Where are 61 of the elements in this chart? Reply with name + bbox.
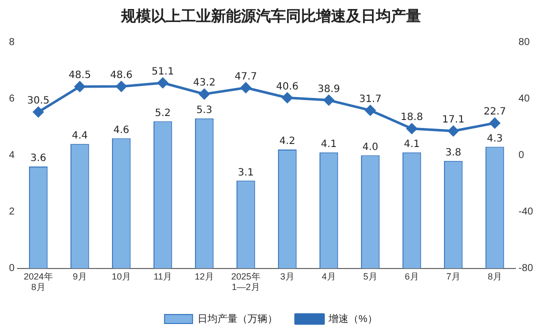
data-label: 4.6 (113, 124, 130, 136)
data-label: 5.2 (154, 108, 171, 119)
y-tick-label: 0 (9, 263, 15, 274)
data-label: 3.1 (238, 167, 254, 178)
point (448, 126, 459, 136)
data-label: 4.3 (486, 133, 503, 144)
y2-tick-label: 0 (518, 150, 525, 161)
data-label: 17.1 (442, 114, 464, 126)
legend-label: 增速（%） (328, 312, 378, 325)
point (240, 82, 252, 93)
x-tick-label: 2024年 8月 (24, 271, 53, 292)
y2-tick-label: 80 (518, 36, 530, 48)
data-label: 4.1 (320, 138, 337, 150)
legend-label: 日均产量（万辆） (198, 312, 278, 325)
x-tick-label: 5月 (363, 271, 378, 282)
data-label: 5.3 (196, 105, 212, 116)
x-tick-label: 7月 (446, 271, 460, 282)
point (406, 123, 418, 134)
x-tick-label: 3月 (280, 271, 294, 282)
data-label: 4.0 (362, 142, 378, 153)
x-tick-label: 9月 (72, 271, 87, 282)
data-label: 4.1 (404, 138, 420, 150)
data-label: 40.6 (276, 81, 298, 92)
y-tick-label: 6 (9, 93, 15, 104)
data-label: 4.2 (279, 136, 296, 148)
y2-tick-label: -80 (518, 263, 534, 274)
data-label: 22.7 (484, 106, 506, 118)
y-tick-label: 2 (9, 206, 15, 218)
x-tick-label: 2025年 1—2月 (231, 271, 260, 292)
x-tick-label: 10月 (112, 271, 131, 282)
data-label: 3.8 (445, 147, 462, 158)
point (282, 92, 293, 103)
data-label: 18.8 (400, 112, 423, 124)
data-label: 47.7 (234, 71, 257, 82)
y-tick-label: 8 (9, 36, 15, 48)
point (158, 78, 168, 88)
data-label: 48.5 (68, 70, 91, 82)
x-tick-label: 12月 (194, 271, 214, 282)
point (33, 106, 44, 118)
x-tick-label: 11月 (154, 271, 172, 282)
x-tick-label: 4月 (322, 271, 336, 282)
data-label: 43.2 (193, 78, 216, 89)
point (74, 81, 86, 92)
point (116, 81, 127, 92)
data-label: 4.4 (72, 130, 88, 142)
point (365, 105, 376, 116)
data-label: 31.7 (359, 94, 382, 105)
chart-title: 规模以上工业新能源汽车同比增速及日均产量 (120, 6, 421, 25)
point (199, 88, 210, 100)
point (490, 118, 500, 128)
y2-tick-label: 40 (518, 93, 530, 104)
y2-tick-label: -40 (518, 206, 534, 218)
data-label: 51.1 (152, 66, 174, 78)
point (324, 94, 334, 106)
y-tick-label: 4 (9, 150, 15, 161)
data-label: 48.6 (110, 70, 132, 82)
x-tick-label: 6月 (404, 271, 419, 282)
data-label: 3.6 (30, 153, 46, 164)
data-label: 30.5 (27, 96, 50, 107)
data-label: 38.9 (318, 84, 340, 95)
x-tick-label: 8月 (488, 271, 502, 282)
